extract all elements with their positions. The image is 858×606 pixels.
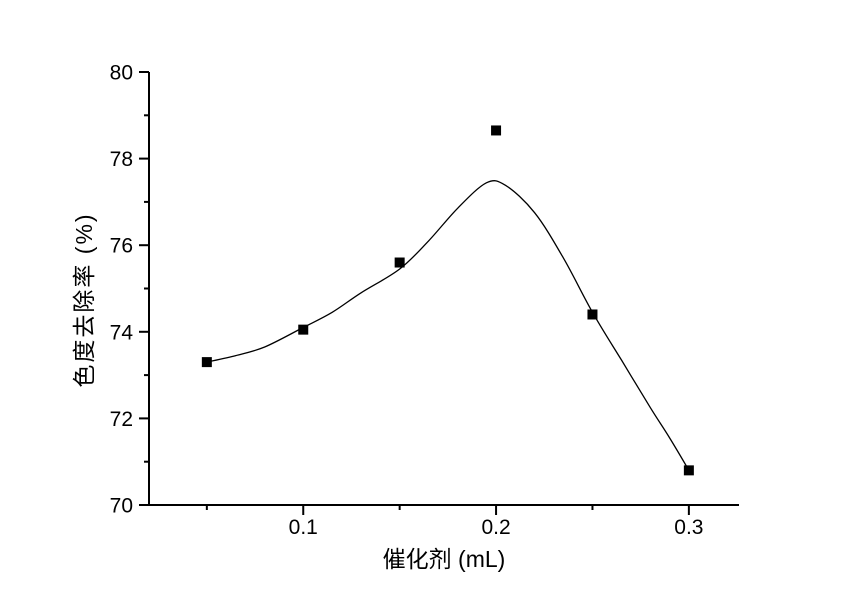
data-point-marker	[298, 324, 309, 335]
tick-labels: 0.1 0.2 0.3 70 72 74 76 78 80	[110, 62, 704, 540]
x-tick-label: 0.3	[674, 516, 703, 539]
x-tick-label: 0.1	[289, 516, 318, 539]
y-tick-label: 76	[110, 235, 133, 258]
data-point-marker	[491, 125, 502, 136]
data-point-marker	[683, 465, 694, 476]
axes-frame	[148, 72, 739, 506]
y-tick-label: 78	[110, 148, 133, 171]
fit-curve	[206, 180, 690, 471]
data-point-marker	[587, 309, 598, 320]
x-axis-title: 催化剂 (mL)	[383, 546, 506, 572]
data-point-marker	[394, 257, 405, 268]
axis-ticks	[139, 71, 690, 515]
y-tick-label: 80	[110, 62, 133, 85]
y-tick-label: 74	[110, 321, 134, 344]
x-tick-label: 0.2	[481, 516, 510, 539]
y-axis-title: 色度去除率 (%)	[71, 212, 97, 387]
data-points	[201, 125, 694, 476]
data-point-marker	[201, 357, 212, 368]
y-tick-label: 72	[110, 408, 133, 431]
fit-curve-line	[206, 180, 690, 471]
y-tick-label: 70	[110, 495, 133, 518]
